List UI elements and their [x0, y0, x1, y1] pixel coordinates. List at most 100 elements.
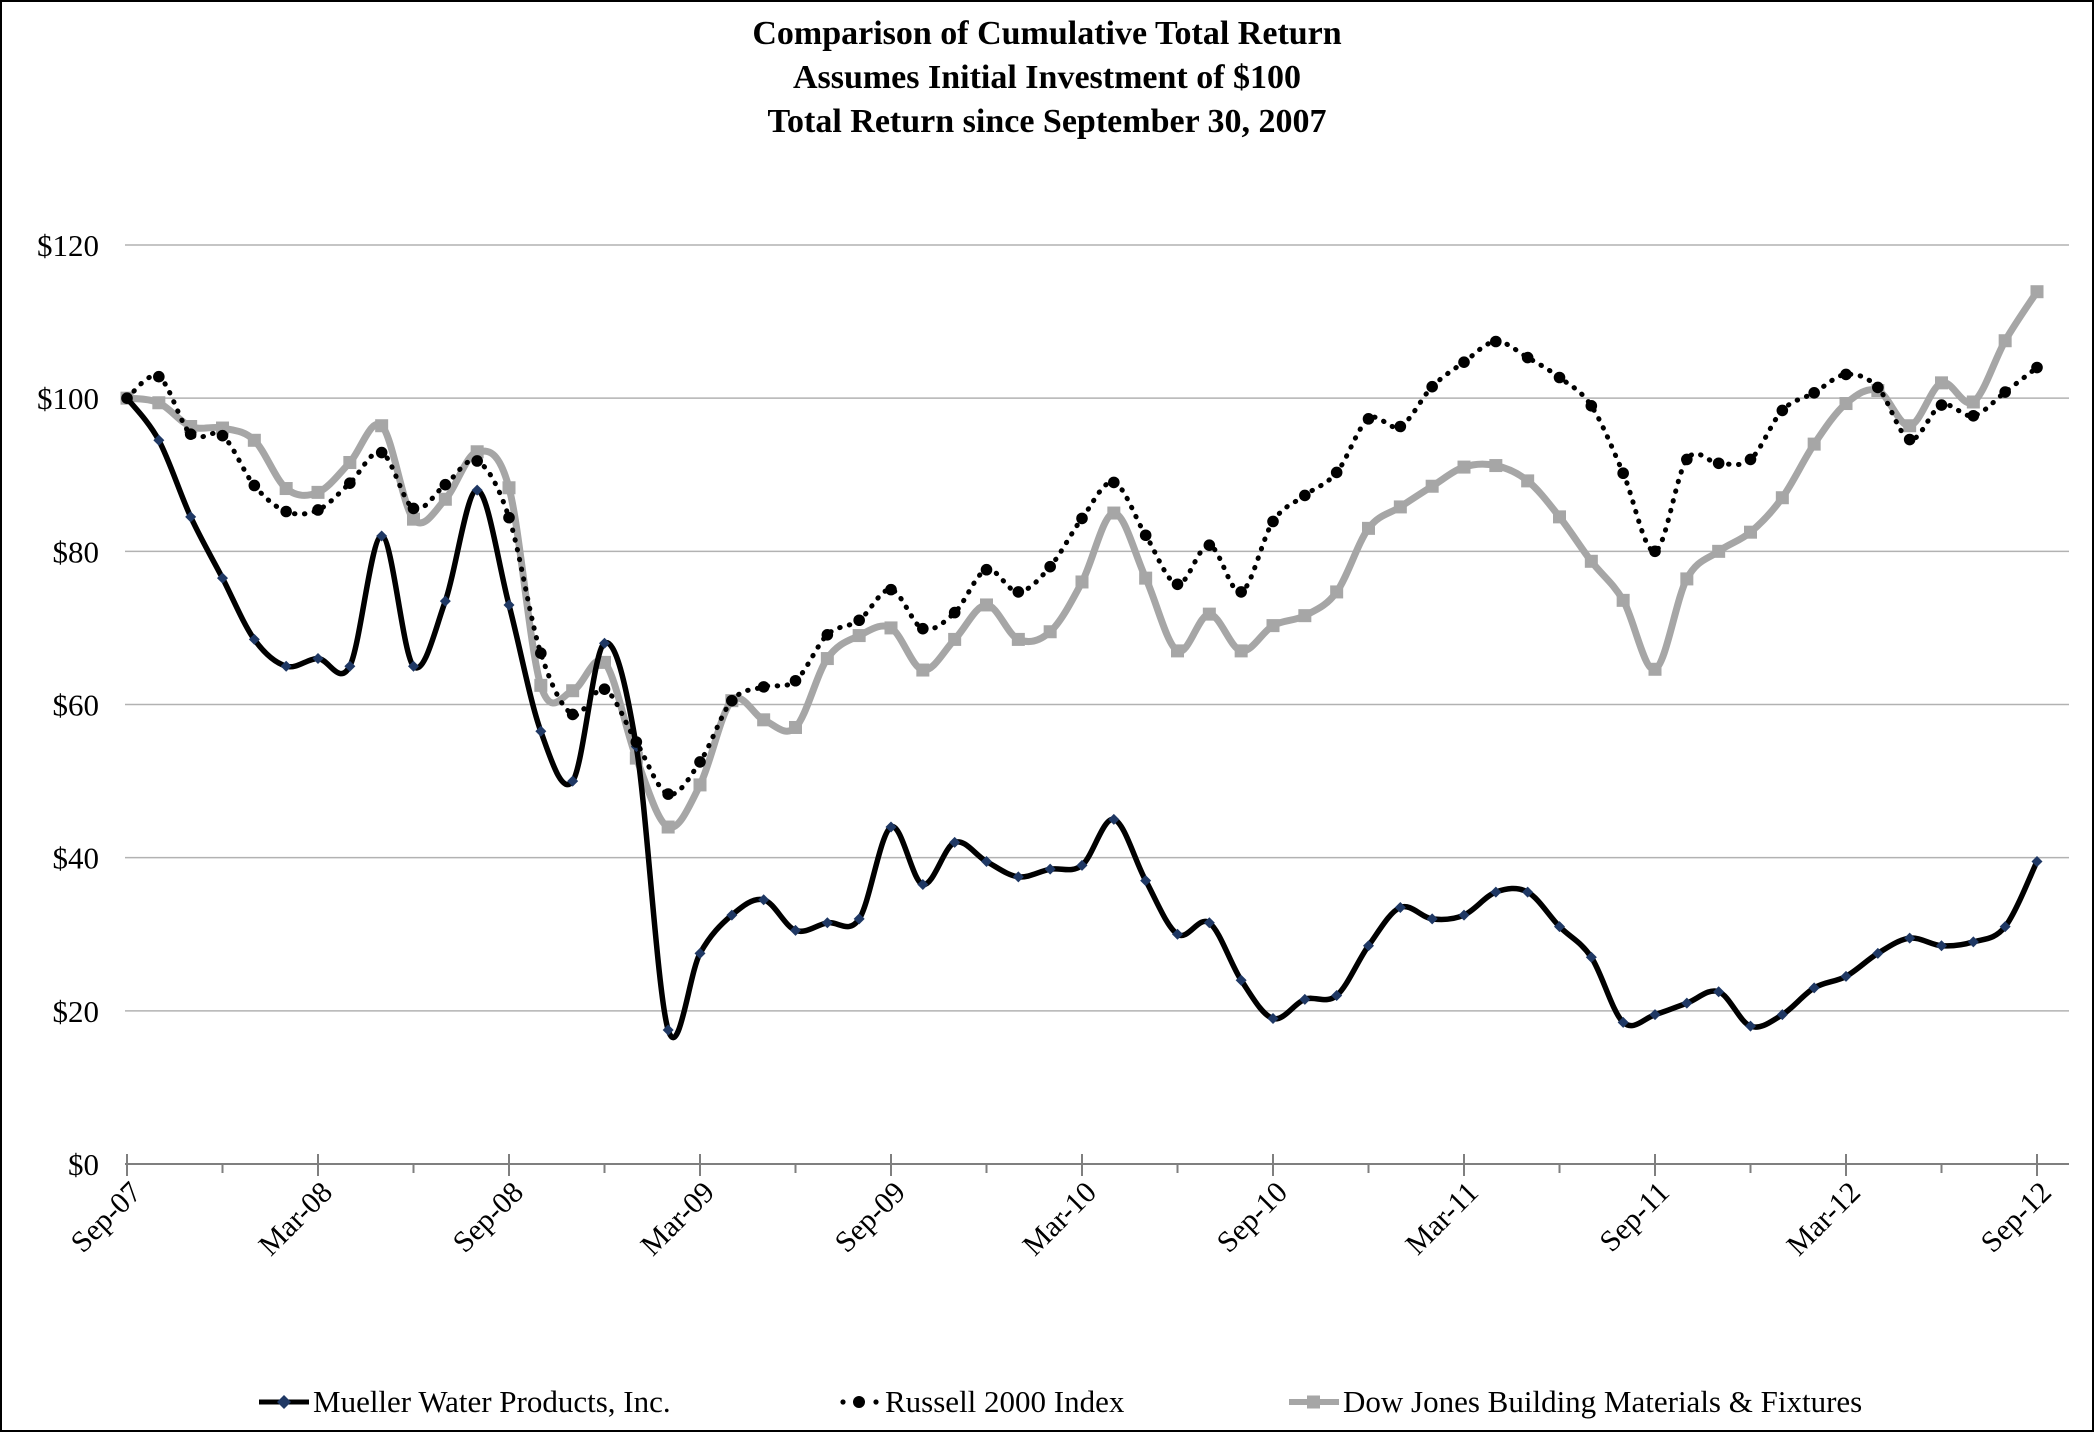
circle-marker — [1299, 489, 1311, 502]
series-russell-2000 — [121, 335, 2043, 800]
diamond-marker — [662, 1024, 674, 1036]
y-axis-label: $20 — [53, 994, 100, 1029]
square-marker — [1298, 609, 1312, 623]
x-axis-label: Mar-11 — [1399, 1176, 1485, 1262]
x-axis-label: Mar-10 — [1016, 1176, 1103, 1263]
square-marker — [152, 396, 166, 410]
square-marker — [661, 820, 675, 834]
square-marker — [1107, 506, 1121, 520]
diamond-marker — [217, 572, 228, 584]
diamond-marker — [726, 909, 738, 921]
circle-marker — [662, 788, 674, 800]
circle-marker — [1808, 387, 1820, 399]
y-axis-label: $120 — [37, 228, 99, 263]
circle-marker — [789, 674, 802, 687]
square-marker — [1966, 395, 1980, 409]
y-axis-label: $80 — [53, 534, 100, 569]
circle-marker — [1139, 529, 1152, 542]
circle-marker — [1171, 578, 1184, 591]
circle-marker — [1267, 515, 1279, 528]
circle-marker — [1235, 586, 1247, 598]
diamond-marker — [1554, 921, 1565, 933]
diamond-marker — [1044, 863, 1056, 875]
square-marker — [1807, 437, 1821, 451]
square-marker — [2030, 285, 2044, 299]
russell-dotted-line — [124, 339, 2040, 797]
circle-marker — [566, 708, 579, 721]
y-axis-label: $40 — [53, 841, 100, 876]
square-marker — [1234, 644, 1248, 658]
circle-marker — [1012, 586, 1025, 598]
square-marker — [884, 621, 898, 635]
square-marker — [1393, 500, 1407, 514]
square-marker — [1935, 376, 1948, 390]
title-line-1: Comparison of Cumulative Total Return — [752, 15, 1342, 52]
diamond-marker — [917, 878, 929, 890]
square-marker — [1139, 571, 1153, 585]
circle-marker — [1426, 380, 1438, 393]
circle-marker — [471, 455, 483, 467]
diamond-marker — [1745, 1020, 1756, 1032]
circle-marker — [1872, 381, 1884, 394]
russell-legend-marker-icon — [840, 1396, 879, 1408]
circle-marker — [1935, 399, 1948, 411]
diamond-marker — [1808, 982, 1820, 994]
circle-marker — [1681, 453, 1693, 466]
diamond-marker — [1203, 917, 1215, 929]
square-marker — [1744, 525, 1757, 539]
diamond-marker — [344, 660, 356, 672]
diamond-marker — [153, 434, 165, 446]
circle-marker — [1649, 545, 1661, 558]
diamond-marker — [1904, 932, 1916, 944]
diamond-marker — [408, 660, 419, 672]
legend-item-mueller: Mueller Water Products, Inc. — [258, 1378, 671, 1426]
x-axis-label: Sep-09 — [829, 1176, 912, 1259]
square-marker — [1680, 572, 1694, 586]
diamond-marker — [1299, 993, 1311, 1005]
square-marker — [789, 720, 802, 734]
diamond-marker — [1363, 940, 1374, 952]
series-dow-jones-building-materials — [120, 285, 2044, 834]
diamond-marker — [981, 855, 992, 867]
circle-marker — [1076, 512, 1088, 525]
square-marker — [502, 481, 516, 495]
circle-marker — [1203, 539, 1216, 552]
circle-marker — [885, 583, 897, 596]
square-marker — [1616, 593, 1630, 607]
diamond-marker — [1426, 913, 1438, 925]
diamond-marker — [1331, 990, 1343, 1002]
circle-marker — [917, 622, 929, 635]
y-axis-label: $0 — [68, 1147, 99, 1182]
circle-marker — [694, 756, 706, 768]
dow-jones-line — [126, 289, 2040, 831]
y-axis-label: $60 — [53, 688, 100, 723]
x-axis-label: Mar-12 — [1780, 1176, 1867, 1263]
diamond-marker — [248, 633, 260, 645]
x-axis-label: Mar-08 — [252, 1176, 339, 1263]
square-marker — [1489, 459, 1503, 473]
circle-marker — [503, 511, 515, 524]
square-marker — [1903, 419, 1917, 433]
diamond-marker — [439, 595, 451, 607]
diamond-marker — [1649, 1009, 1661, 1021]
diamond-marker — [1490, 886, 1502, 898]
circle-marker — [184, 428, 197, 440]
circle-marker — [1490, 335, 1502, 348]
diamond-marker — [280, 660, 292, 672]
diamond-marker — [1681, 997, 1693, 1009]
legend-label: Dow Jones Building Materials & Fixtures — [1343, 1384, 1863, 1419]
circle-marker — [1394, 420, 1407, 433]
x-axis-label: Sep-07 — [65, 1176, 148, 1259]
circle-marker — [1903, 433, 1916, 446]
diamond-marker — [1617, 1016, 1629, 1028]
diamond-marker — [599, 637, 610, 649]
mueller-line — [124, 396, 2040, 1041]
diamond-marker — [1776, 1009, 1788, 1021]
diamond-marker — [1458, 909, 1470, 921]
diamond-marker — [1140, 875, 1152, 887]
square-marker — [407, 512, 420, 526]
square-marker — [1171, 644, 1184, 658]
square-marker — [1202, 607, 1216, 621]
square-marker — [375, 419, 389, 433]
circle-marker — [280, 505, 292, 518]
